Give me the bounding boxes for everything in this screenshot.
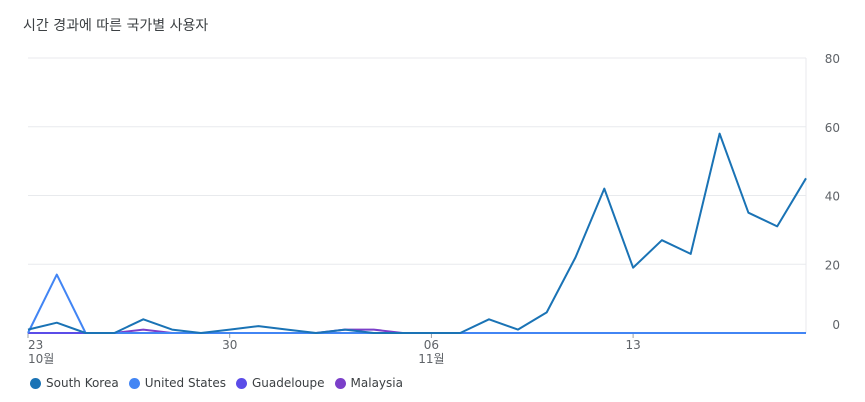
legend-item-south-korea[interactable]: South Korea (30, 376, 119, 390)
y-axis-ticks: 0 20 40 60 80 (825, 52, 840, 332)
chart-title: 시간 경과에 따른 국가별 사용자 (23, 18, 209, 34)
x-tick-label-day: 13 (625, 338, 640, 352)
y-tick-label: 0 (832, 318, 840, 332)
y-tick-label: 20 (825, 258, 840, 272)
legend-label: Guadeloupe (251, 376, 325, 390)
legend-label: United States (144, 376, 226, 390)
y-tick-label: 80 (825, 52, 840, 66)
series-line-united-states[interactable] (27, 273, 806, 334)
legend-label: Malaysia (350, 376, 403, 390)
legend-item-united-states[interactable]: United States (128, 376, 226, 390)
legend-item-guadeloupe[interactable]: Guadeloupe (235, 376, 325, 390)
series-line-south-korea[interactable] (27, 132, 807, 334)
legend-dot-icon (235, 377, 247, 389)
x-tick-label-month: 11월 (418, 352, 444, 366)
x-tick-label-day: 06 (424, 338, 439, 352)
legend-label: South Korea (46, 376, 119, 390)
x-tick-label-month: 10월 (28, 352, 54, 366)
legend-dot-icon (334, 377, 346, 389)
y-tick-label: 60 (825, 121, 840, 135)
x-tick-label-day: 23 (28, 338, 43, 352)
x-tick-label-day: 30 (222, 338, 237, 352)
legend-item-malaysia[interactable]: Malaysia (334, 376, 403, 390)
series-lines (27, 132, 807, 334)
y-tick-label: 40 (825, 190, 840, 204)
gridlines (28, 57, 807, 334)
legend-dot-icon (128, 377, 140, 389)
legend: South Korea United States Guadeloupe Malays… (30, 376, 413, 390)
legend-dot-icon (30, 377, 41, 389)
